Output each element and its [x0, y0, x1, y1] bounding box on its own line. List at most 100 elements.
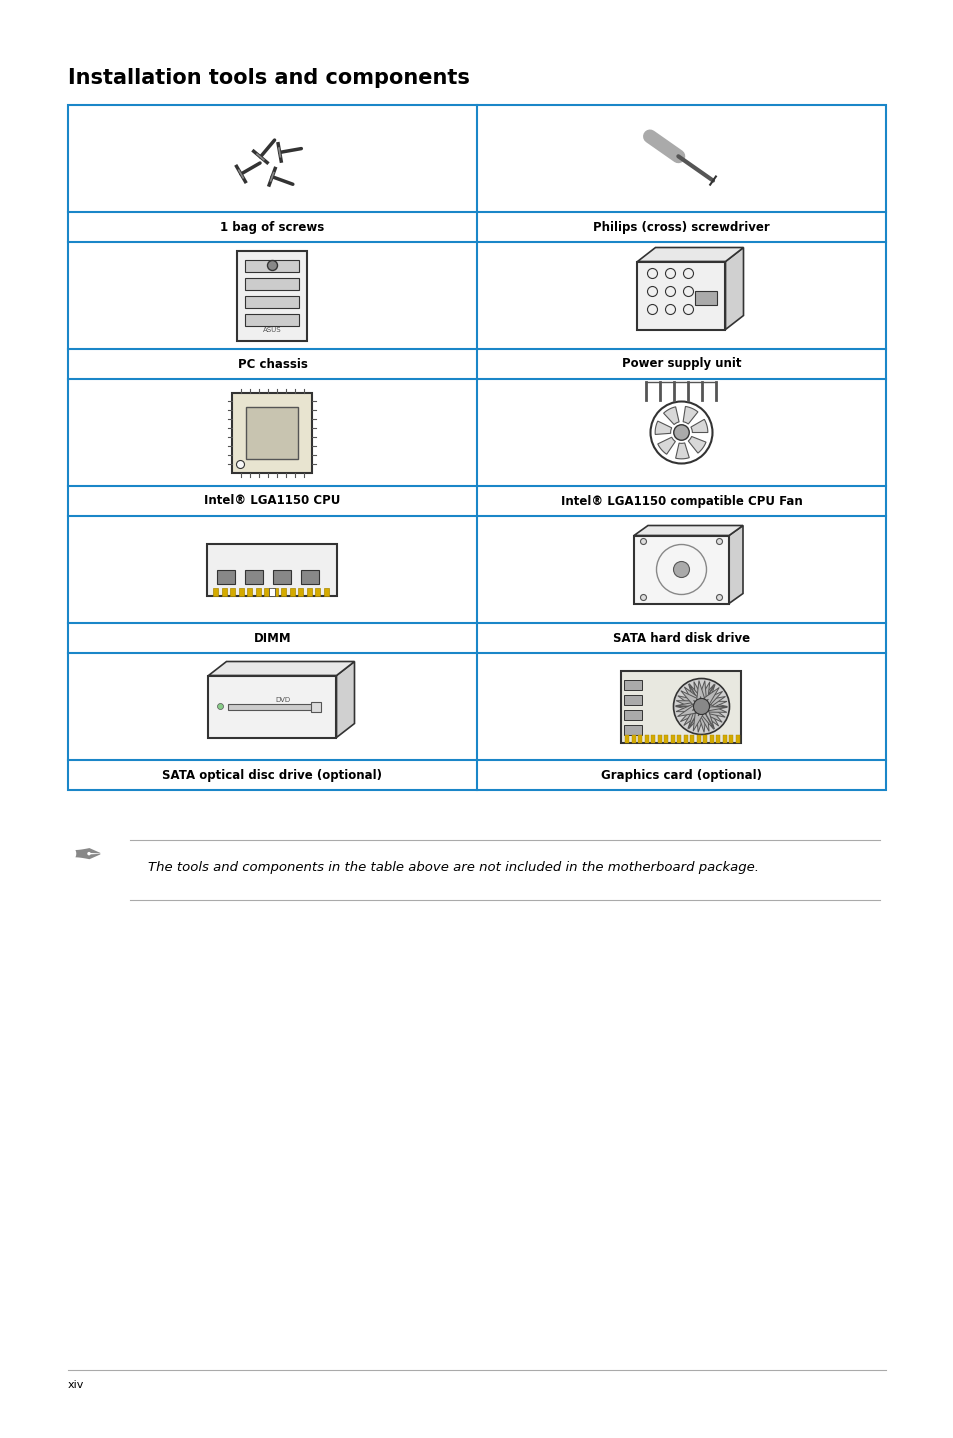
Text: The tools and components in the table above are not included in the motherboard : The tools and components in the table ab… — [148, 861, 759, 874]
Bar — [245, 295, 299, 308]
Bar — [269, 588, 275, 595]
Polygon shape — [675, 682, 724, 732]
Circle shape — [673, 424, 688, 440]
Bar — [298, 588, 303, 595]
Bar — [634, 535, 728, 604]
Text: Power supply unit: Power supply unit — [621, 358, 740, 371]
Text: DIMM: DIMM — [253, 631, 291, 644]
Bar — [217, 569, 235, 584]
Polygon shape — [675, 680, 724, 732]
Bar — [222, 588, 227, 595]
Bar — [697, 735, 700, 742]
Bar — [624, 709, 641, 719]
Bar — [274, 569, 292, 584]
Polygon shape — [687, 437, 705, 453]
Bar — [301, 569, 319, 584]
Bar — [644, 735, 648, 742]
Text: Philips (cross) screwdriver: Philips (cross) screwdriver — [593, 220, 769, 233]
Bar — [245, 569, 263, 584]
Bar — [620, 670, 740, 742]
Text: xiv: xiv — [68, 1380, 84, 1391]
Polygon shape — [676, 683, 726, 722]
Bar — [312, 702, 321, 712]
Bar — [247, 588, 253, 595]
Bar — [716, 735, 720, 742]
Bar — [638, 735, 641, 742]
Polygon shape — [690, 420, 707, 433]
Bar — [670, 735, 675, 742]
Circle shape — [693, 699, 709, 715]
Circle shape — [639, 538, 646, 545]
Bar — [631, 735, 636, 742]
Text: DVD: DVD — [274, 696, 290, 703]
Bar — [208, 544, 337, 595]
Bar — [324, 588, 329, 595]
Text: Installation tools and components: Installation tools and components — [68, 68, 470, 88]
Polygon shape — [724, 247, 742, 329]
Bar — [209, 676, 336, 738]
Circle shape — [716, 538, 721, 545]
Polygon shape — [663, 407, 679, 424]
Bar — [677, 735, 680, 742]
Bar — [255, 588, 261, 595]
Polygon shape — [336, 661, 355, 738]
Text: ASUS: ASUS — [263, 326, 281, 332]
Bar — [625, 735, 629, 742]
Bar — [637, 262, 724, 329]
Polygon shape — [677, 680, 727, 731]
Polygon shape — [728, 525, 742, 604]
Bar — [245, 313, 299, 325]
Bar — [683, 735, 687, 742]
Bar — [709, 735, 713, 742]
Circle shape — [236, 460, 244, 469]
Bar — [695, 290, 717, 305]
Text: 1 bag of screws: 1 bag of screws — [220, 220, 324, 233]
Text: Intel® LGA1150 compatible CPU Fan: Intel® LGA1150 compatible CPU Fan — [560, 495, 801, 508]
Text: Graphics card (optional): Graphics card (optional) — [600, 768, 761, 781]
Circle shape — [267, 260, 277, 270]
Bar — [307, 588, 312, 595]
Bar — [264, 588, 269, 595]
Bar — [281, 588, 286, 595]
Bar — [722, 735, 726, 742]
Bar — [273, 588, 277, 595]
Bar — [315, 588, 320, 595]
Text: SATA hard disk drive: SATA hard disk drive — [612, 631, 749, 644]
Bar — [245, 278, 299, 289]
Polygon shape — [209, 661, 355, 676]
Bar — [624, 695, 641, 705]
Text: SATA optical disc drive (optional): SATA optical disc drive (optional) — [162, 768, 382, 781]
Bar — [735, 735, 740, 742]
Bar — [624, 725, 641, 735]
Bar — [231, 588, 235, 595]
Polygon shape — [677, 682, 727, 732]
Polygon shape — [637, 247, 742, 262]
Text: ✒: ✒ — [72, 841, 103, 874]
Circle shape — [673, 679, 729, 735]
Bar — [290, 588, 294, 595]
Bar — [237, 250, 307, 341]
Circle shape — [217, 703, 223, 709]
Bar — [651, 735, 655, 742]
Polygon shape — [634, 525, 742, 535]
Polygon shape — [675, 443, 689, 459]
Bar — [702, 735, 707, 742]
Bar — [245, 259, 299, 272]
Polygon shape — [682, 407, 698, 424]
Bar — [658, 735, 661, 742]
Polygon shape — [655, 421, 671, 434]
Bar — [239, 588, 244, 595]
Text: Intel® LGA1150 CPU: Intel® LGA1150 CPU — [204, 495, 340, 508]
Bar — [729, 735, 733, 742]
Bar — [229, 703, 316, 709]
Text: PC chassis: PC chassis — [237, 358, 307, 371]
Polygon shape — [676, 690, 726, 729]
Bar — [213, 588, 218, 595]
Bar — [690, 735, 694, 742]
Bar — [233, 393, 313, 473]
Bar — [246, 407, 298, 459]
Bar — [624, 680, 641, 689]
Circle shape — [716, 594, 721, 601]
Circle shape — [639, 594, 646, 601]
Circle shape — [673, 561, 689, 578]
